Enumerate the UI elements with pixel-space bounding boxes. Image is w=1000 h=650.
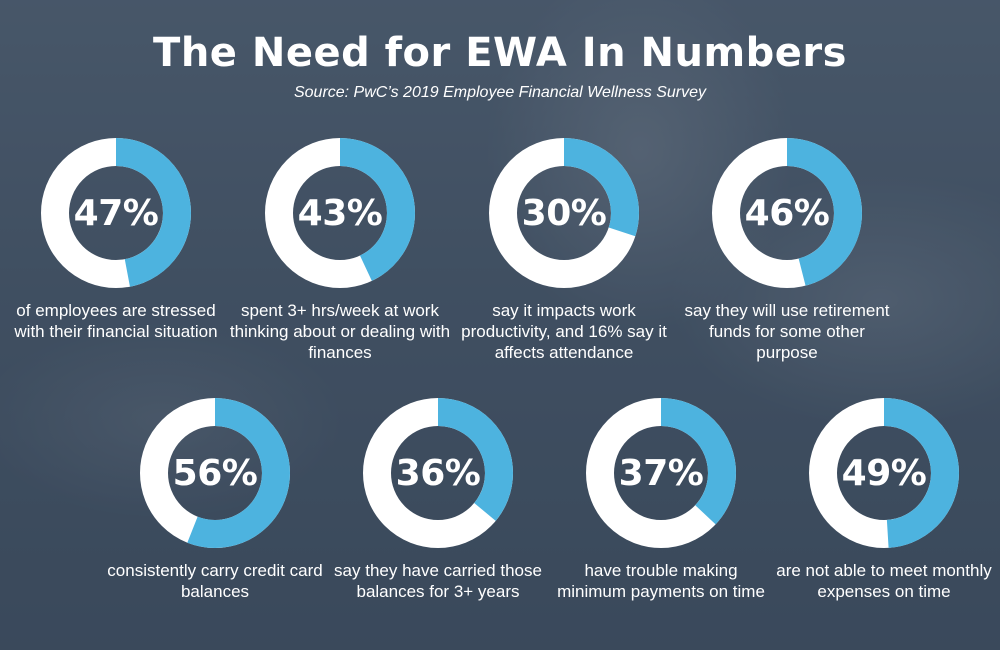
donut-value-arc — [140, 398, 290, 548]
stat-item: 36% say they have carried those balances… — [323, 398, 553, 602]
donut-value-arc — [363, 398, 513, 548]
stat-item: 30% say it impacts work productivity, an… — [449, 138, 679, 363]
donut-chart: 43% — [265, 138, 415, 288]
percent-label: 49% — [841, 452, 927, 494]
donut-chart: 47% — [41, 138, 191, 288]
percent-label: 46% — [744, 192, 830, 234]
donut-value-arc — [41, 138, 191, 288]
stat-description: say they have carried those balances for… — [334, 561, 542, 601]
donut-value-arc — [586, 398, 736, 548]
percent-label: 47% — [73, 192, 159, 234]
stat-item: 47% of employees are stressed with their… — [1, 138, 231, 342]
percent-label: 43% — [297, 192, 383, 234]
donut-value-arc — [489, 138, 639, 288]
page-title: The Need for EWA In Numbers — [153, 30, 847, 76]
stat-description: are not able to meet monthly expenses on… — [776, 561, 992, 601]
stat-description: say they will use retirement funds for s… — [684, 301, 890, 362]
donut-chart: 30% — [489, 138, 639, 288]
percent-label: 30% — [521, 192, 607, 234]
stat-description: say it impacts work productivity, and 16… — [461, 301, 667, 362]
donut-value-arc — [712, 138, 862, 288]
stat-item: 37% have trouble making minimum payments… — [546, 398, 776, 602]
stat-item: 43% spent 3+ hrs/week at work thinking a… — [225, 138, 455, 363]
stat-item: 49% are not able to meet monthly expense… — [769, 398, 999, 602]
stat-description: of employees are stressed with their fin… — [14, 301, 218, 341]
donut-chart: 37% — [586, 398, 736, 548]
donut-chart: 56% — [140, 398, 290, 548]
donut-chart: 36% — [363, 398, 513, 548]
stat-item: 46% say they will use retirement funds f… — [672, 138, 902, 363]
donut-value-arc — [809, 398, 959, 548]
source-subtitle: Source: PwC’s 2019 Employee Financial We… — [293, 84, 707, 101]
stat-description: spent 3+ hrs/week at work thinking about… — [229, 301, 451, 362]
donut-chart: 49% — [809, 398, 959, 548]
stat-description: have trouble making minimum payments on … — [557, 561, 765, 601]
stat-description: consistently carry credit card balances — [107, 561, 323, 601]
percent-label: 56% — [172, 452, 258, 494]
donut-chart: 46% — [712, 138, 862, 288]
percent-label: 37% — [618, 452, 704, 494]
donut-value-arc — [265, 138, 415, 288]
percent-label: 36% — [395, 452, 481, 494]
stat-item: 56% consistently carry credit card balan… — [100, 398, 330, 602]
